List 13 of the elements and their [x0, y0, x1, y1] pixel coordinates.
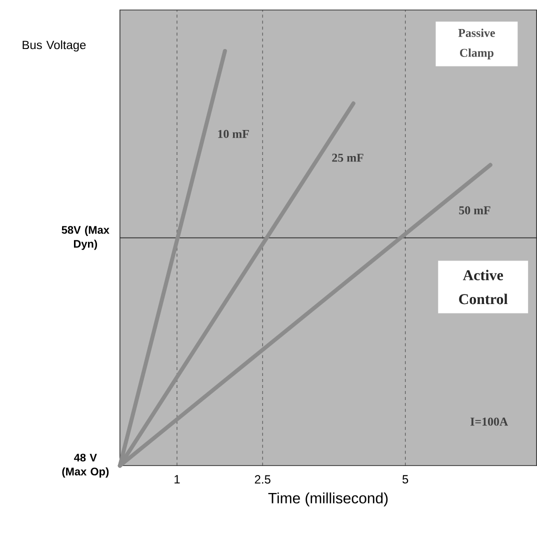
y-axis-title: Bus Voltage — [22, 40, 86, 52]
x-tick-label: 1 — [174, 475, 180, 484]
y-tick-label: 58V (Max Dyn) — [62, 226, 110, 250]
x-tick-label: 2.5 — [254, 475, 270, 484]
x-tick-label: 5 — [402, 475, 408, 484]
annotation: I=100A — [470, 418, 508, 426]
series-label: 10 mF — [218, 130, 249, 138]
annotation: Active Control — [459, 270, 508, 304]
series-label: 25 mF — [332, 154, 364, 162]
x-axis-title: Time (millisecond) — [268, 492, 388, 507]
y-tick-label: 48 V (Max Op) — [62, 454, 109, 478]
annotation: Passive Clamp — [458, 28, 495, 60]
series-label: 50 mF — [459, 206, 490, 215]
